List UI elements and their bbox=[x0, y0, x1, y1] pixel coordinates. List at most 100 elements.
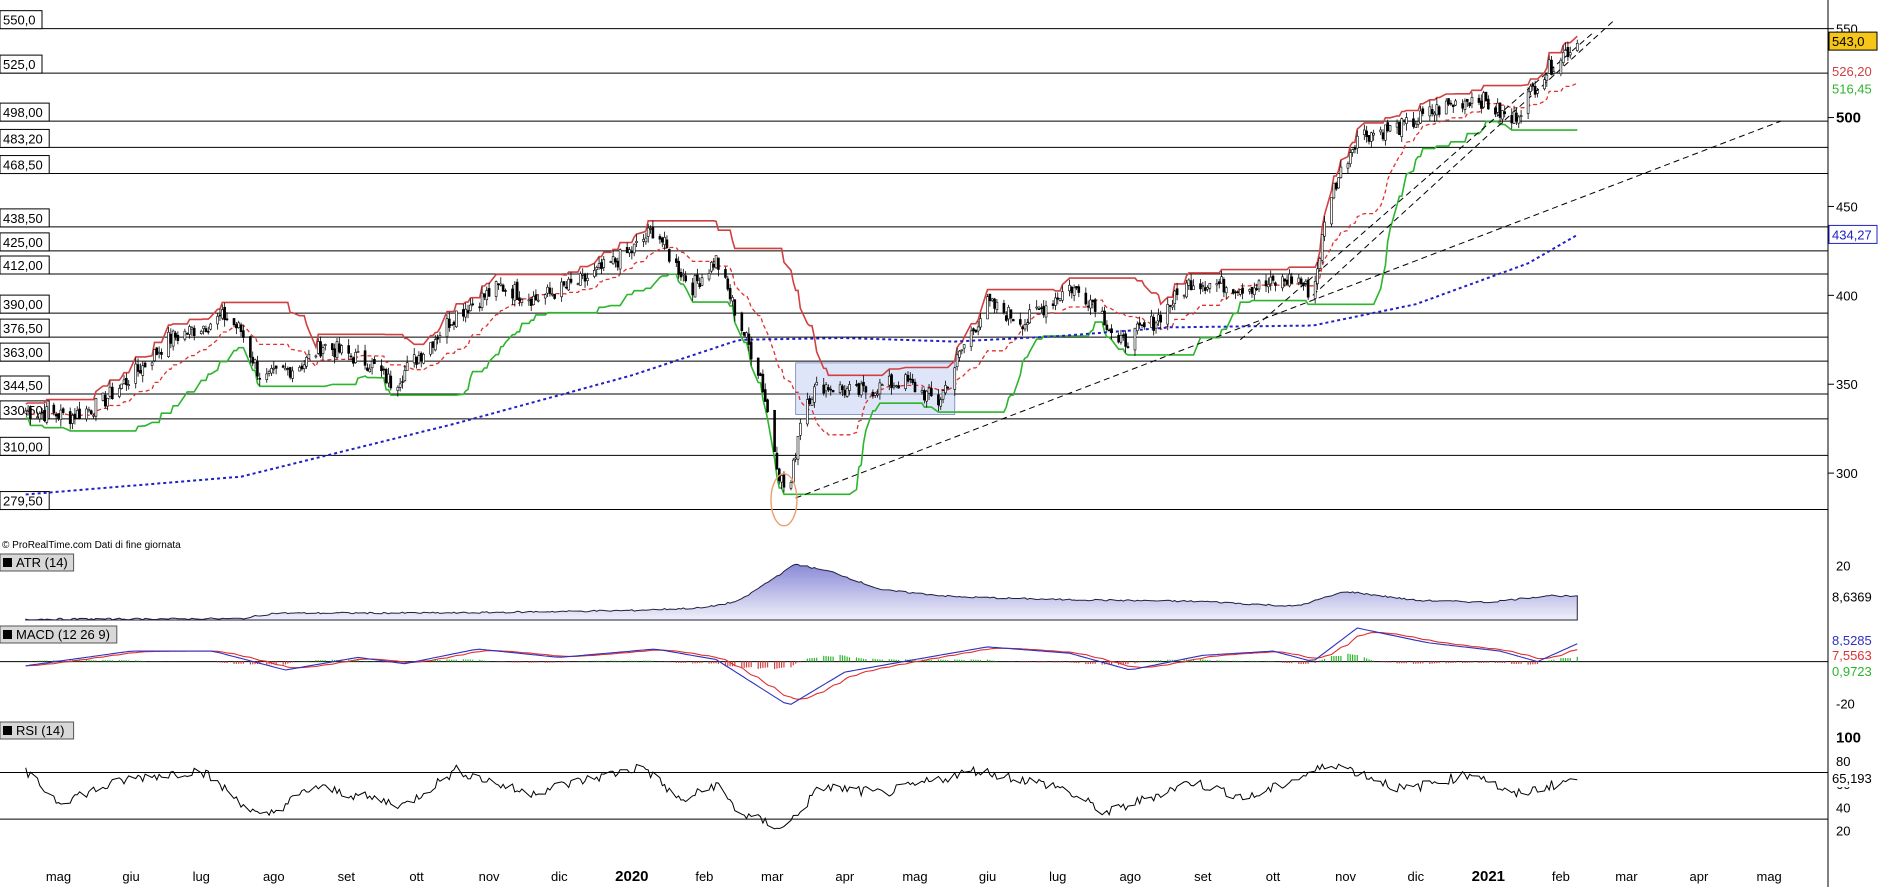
candle-body bbox=[143, 362, 147, 368]
candle-body bbox=[827, 387, 830, 391]
macd-label-box bbox=[0, 625, 118, 644]
candle-body bbox=[843, 389, 847, 396]
candle-body bbox=[1009, 309, 1013, 319]
candle-body bbox=[937, 394, 940, 406]
candle-body bbox=[354, 352, 358, 363]
candle-body bbox=[501, 284, 505, 292]
candle-body bbox=[274, 365, 278, 369]
level-label: 412,00 bbox=[3, 258, 43, 273]
candle-body bbox=[1517, 116, 1521, 124]
candle-body bbox=[1150, 315, 1153, 328]
x-tick-label: mag bbox=[1757, 869, 1782, 884]
candle-body bbox=[323, 344, 327, 346]
level-label-box bbox=[0, 155, 50, 175]
candle-body bbox=[1421, 108, 1425, 114]
candle-body bbox=[845, 388, 849, 397]
candle-body bbox=[1117, 334, 1120, 343]
candle-body bbox=[979, 318, 982, 328]
candle-body bbox=[1187, 279, 1191, 286]
candle-body bbox=[799, 422, 802, 436]
level-label-box bbox=[0, 436, 50, 456]
x-tick-label: set bbox=[338, 869, 356, 884]
candle-body bbox=[237, 322, 240, 328]
candle-body bbox=[38, 413, 42, 420]
candle-body bbox=[1084, 292, 1088, 305]
candle-body bbox=[417, 355, 421, 364]
candle-body bbox=[923, 390, 926, 401]
candle-body bbox=[728, 288, 732, 300]
candle-body bbox=[1332, 182, 1336, 199]
candle-body bbox=[1433, 112, 1436, 116]
candle-body bbox=[1468, 102, 1471, 107]
candle-body bbox=[316, 341, 320, 354]
candle-body bbox=[347, 345, 350, 354]
candle-body bbox=[712, 263, 716, 268]
upper-channel-tag: 526,20 bbox=[1832, 64, 1872, 79]
candle-body bbox=[600, 262, 603, 270]
candle-body bbox=[368, 368, 372, 373]
candle-body bbox=[333, 348, 336, 358]
candle-body bbox=[871, 391, 875, 397]
candle-body bbox=[1545, 74, 1549, 81]
candle-body bbox=[1559, 59, 1563, 75]
rsi-y-tick: 40 bbox=[1836, 800, 1850, 815]
candle-body bbox=[356, 351, 360, 353]
x-tick-label: ott bbox=[409, 869, 424, 884]
candle-body bbox=[691, 282, 694, 296]
candle-body bbox=[487, 288, 491, 297]
candle-body bbox=[436, 336, 439, 340]
candle-body bbox=[1068, 284, 1071, 292]
candle-body bbox=[251, 356, 255, 364]
level-label-box bbox=[0, 10, 43, 30]
candle-body bbox=[635, 240, 638, 243]
level-label-box bbox=[0, 102, 50, 122]
candle-body bbox=[298, 367, 301, 372]
candle-body bbox=[494, 281, 498, 297]
candle-body bbox=[794, 457, 797, 460]
macd-line bbox=[25, 627, 1578, 705]
sma-tag: 434,27 bbox=[1832, 227, 1872, 242]
candle-body bbox=[733, 299, 737, 316]
candle-body bbox=[433, 339, 437, 351]
candle-body bbox=[1042, 305, 1046, 316]
candle-body bbox=[335, 341, 339, 358]
candle-body bbox=[206, 330, 210, 333]
candle-body bbox=[543, 294, 547, 299]
candle-body bbox=[894, 385, 898, 388]
candle-body bbox=[340, 345, 343, 354]
candle-body bbox=[223, 306, 226, 321]
candle-body bbox=[1519, 115, 1523, 117]
y-tick-label: 300 bbox=[1836, 466, 1858, 481]
level-label: 525,0 bbox=[3, 57, 36, 72]
candle-body bbox=[1370, 132, 1373, 142]
candle-body bbox=[632, 243, 636, 254]
y-tick-label: 400 bbox=[1836, 288, 1858, 303]
candle-body bbox=[644, 237, 648, 243]
candle-body bbox=[52, 404, 56, 413]
x-tick-label: lug bbox=[1049, 869, 1066, 884]
candle-body bbox=[431, 341, 435, 348]
candle-body bbox=[1348, 152, 1352, 165]
candle-body bbox=[235, 324, 238, 329]
candle-body bbox=[930, 388, 933, 397]
candle-body bbox=[136, 364, 140, 372]
candle-body bbox=[565, 286, 568, 289]
candle-body bbox=[1248, 289, 1251, 292]
atr-value-tag-box bbox=[1829, 587, 1877, 606]
candle-body bbox=[515, 281, 519, 300]
candle-body bbox=[887, 375, 891, 386]
trend-line bbox=[1312, 19, 1616, 296]
candle-body bbox=[969, 330, 973, 347]
candle-body bbox=[1264, 280, 1268, 287]
candle-body bbox=[583, 273, 587, 282]
candle-body bbox=[1400, 118, 1404, 138]
candle-body bbox=[57, 413, 60, 419]
candle-body bbox=[873, 392, 877, 396]
candle-body bbox=[939, 399, 943, 407]
candle-body bbox=[1381, 132, 1385, 140]
candle-body bbox=[373, 359, 376, 364]
candle-body bbox=[1334, 182, 1338, 190]
level-label-box bbox=[0, 375, 50, 395]
candle-body bbox=[1501, 110, 1504, 120]
candle-body bbox=[1019, 319, 1022, 325]
